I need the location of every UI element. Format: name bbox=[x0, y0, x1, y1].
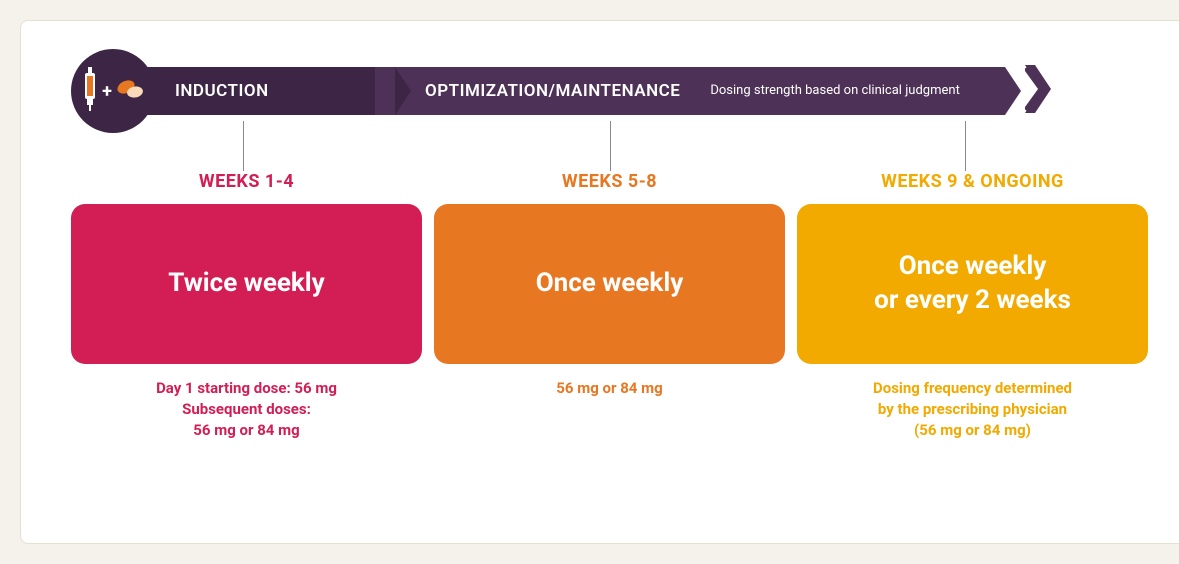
phase-footer: Day 1 starting dose: 56 mg Subsequent do… bbox=[156, 378, 337, 441]
footer-line: by the prescribing physician bbox=[873, 399, 1072, 420]
phase-footer: Dosing frequency determined by the presc… bbox=[873, 378, 1072, 441]
induction-label: INDUCTION bbox=[175, 81, 269, 101]
footer-line: Subsequent doses: bbox=[156, 399, 337, 420]
header-end-chevron-icon bbox=[1025, 65, 1055, 117]
phase-footer: 56 mg or 84 mg bbox=[556, 378, 662, 399]
card-text-line1: Once weekly bbox=[899, 250, 1047, 284]
phase-column-3: WEEKS 9 & ONGOING Once weekly or every 2… bbox=[797, 171, 1148, 441]
phase-column-1: WEEKS 1-4 Twice weekly Day 1 starting do… bbox=[71, 171, 422, 441]
connector-line bbox=[965, 121, 966, 171]
card-text-line2: or every 2 weeks bbox=[874, 284, 1071, 318]
phase-header-maintenance: OPTIMIZATION/MAINTENANCE Dosing strength… bbox=[375, 67, 1005, 115]
plus-icon: + bbox=[102, 81, 112, 102]
week-label: WEEKS 5-8 bbox=[562, 171, 657, 192]
frequency-card: Once weekly or every 2 weeks bbox=[797, 204, 1148, 364]
maintenance-label: OPTIMIZATION/MAINTENANCE bbox=[425, 81, 680, 101]
pills-icon bbox=[116, 79, 144, 103]
phase-header-induction: INDUCTION bbox=[135, 67, 395, 115]
footer-line: Day 1 starting dose: 56 mg bbox=[156, 378, 337, 399]
footer-line: Dosing frequency determined bbox=[873, 378, 1072, 399]
side-chevron-icon bbox=[1116, 279, 1138, 333]
medication-icon-circle: + bbox=[71, 49, 155, 133]
week-label: WEEKS 1-4 bbox=[199, 171, 294, 192]
phase-column-2: WEEKS 5-8 Once weekly 56 mg or 84 mg bbox=[434, 171, 785, 441]
dosing-infographic: + INDUCTION OPTIMIZATION/MAINTENANCE Dos… bbox=[20, 20, 1179, 544]
footer-line: 56 mg or 84 mg bbox=[556, 378, 662, 399]
week-label: WEEKS 9 & ONGOING bbox=[881, 171, 1064, 192]
footer-line: 56 mg or 84 mg bbox=[156, 420, 337, 441]
frequency-card: Twice weekly bbox=[71, 204, 422, 364]
card-text: Twice weekly bbox=[168, 267, 325, 301]
maintenance-note: Dosing strength based on clinical judgme… bbox=[710, 83, 960, 100]
syringe-icon bbox=[82, 67, 98, 115]
phase-columns: WEEKS 1-4 Twice weekly Day 1 starting do… bbox=[71, 171, 1148, 441]
card-text: Once weekly bbox=[536, 267, 684, 301]
footer-line: (56 mg or 84 mg) bbox=[873, 420, 1072, 441]
header-bar: + INDUCTION OPTIMIZATION/MAINTENANCE Dos… bbox=[71, 61, 1148, 121]
connector-line bbox=[243, 121, 244, 171]
frequency-card: Once weekly bbox=[434, 204, 785, 364]
connector-line bbox=[610, 121, 611, 171]
